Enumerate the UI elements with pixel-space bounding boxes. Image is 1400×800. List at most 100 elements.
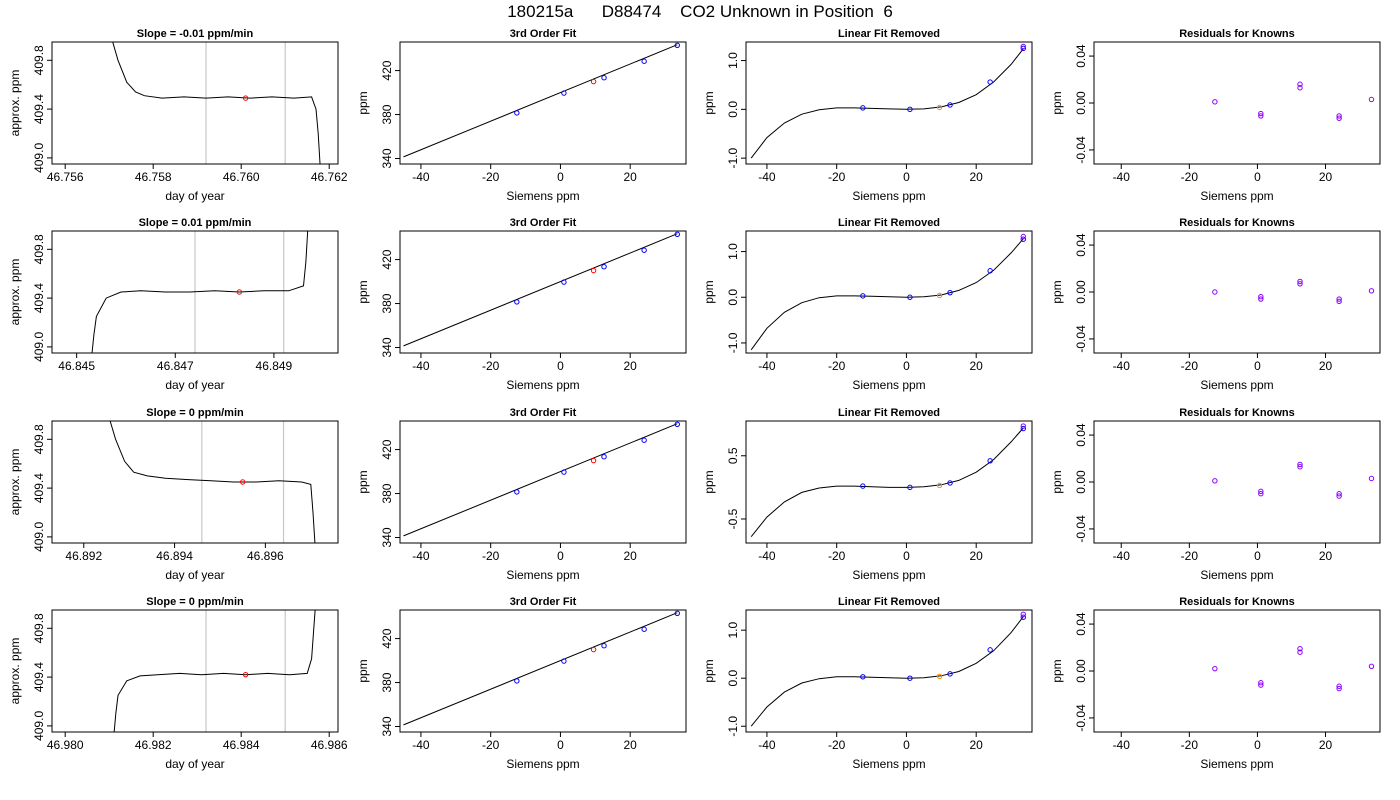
- residual-point: [1368, 96, 1375, 103]
- plot-area: [109, 421, 316, 543]
- x-tick-label: -20: [482, 170, 500, 184]
- plot-area: [750, 423, 1026, 538]
- plot-area: [1212, 461, 1375, 499]
- y-tick-label: 409.0: [32, 522, 46, 552]
- y-tick-label: 409.0: [32, 332, 46, 362]
- y-axis-label: ppm: [356, 91, 370, 114]
- plot-frame: [1093, 230, 1381, 354]
- y-tick-label: 409.8: [32, 424, 46, 454]
- panel-1-0: Slope = 0.01 ppm/min 46.845 46.847 46.849 40…: [8, 217, 339, 392]
- plot-area: [750, 611, 1026, 727]
- x-tick-label: 46.849: [256, 359, 293, 373]
- y-tick-label: 409.4: [32, 283, 46, 313]
- panel-3-1: 3rd Order Fit -40 -20 0 20 340 380 420 Siemens p…: [356, 596, 687, 771]
- panel-0-0: Slope = -0.01 ppm/min 46.756 46.758 46.760 4…: [8, 28, 348, 203]
- y-tick-label: -0.04: [1074, 136, 1088, 164]
- plot-area: [403, 42, 680, 158]
- plot-area: [403, 231, 680, 347]
- y-axis-label: ppm: [356, 659, 370, 682]
- x-tick-label: 20: [1319, 738, 1333, 752]
- x-tick-label: 0: [903, 359, 910, 373]
- x-tick-label: -40: [412, 359, 430, 373]
- x-tick-label: 46.760: [223, 170, 260, 184]
- y-tick-label: 380: [380, 293, 394, 313]
- x-tick-label: 46.980: [47, 738, 84, 752]
- data-point: [674, 42, 680, 48]
- data-point: [987, 647, 993, 653]
- plot-area: [750, 43, 1026, 159]
- x-tick-label: 0: [903, 549, 910, 563]
- y-tick-label: 340: [380, 148, 394, 168]
- data-point: [590, 457, 597, 464]
- residual-point: [1258, 296, 1264, 302]
- data-point: [1020, 233, 1026, 240]
- residual-point: [1297, 85, 1303, 91]
- residual-point: [1336, 296, 1342, 302]
- fit-curve: [403, 612, 678, 726]
- residual-point: [1336, 115, 1342, 121]
- x-tick-label: -20: [1181, 359, 1199, 373]
- data-point: [514, 678, 520, 684]
- y-tick-label: 380: [380, 104, 394, 124]
- x-tick-label: 20: [970, 170, 984, 184]
- y-tick-label: 0.5: [726, 447, 740, 464]
- data-point: [590, 78, 597, 85]
- y-tick-label: 340: [380, 716, 394, 736]
- data-point: [987, 79, 993, 85]
- y-tick-label: 409.0: [32, 711, 46, 741]
- fit-curve: [750, 238, 1024, 351]
- x-axis-label: day of year: [165, 189, 224, 203]
- plot-area: [403, 421, 680, 537]
- residual-point: [1297, 81, 1303, 87]
- x-tick-label: 20: [1319, 170, 1333, 184]
- x-axis-label: Siemens ppm: [1200, 189, 1273, 203]
- y-tick-label: 409.4: [32, 94, 46, 124]
- x-tick-label: -20: [482, 549, 500, 563]
- data-point: [936, 482, 943, 489]
- x-tick-label: -40: [1113, 549, 1131, 563]
- residual-point: [1297, 278, 1303, 285]
- x-axis-label: Siemens ppm: [506, 378, 579, 392]
- panel-title: Slope = 0 ppm/min: [146, 407, 244, 419]
- residual-point: [1368, 475, 1375, 482]
- data-point: [590, 267, 597, 274]
- trace-line: [112, 42, 321, 164]
- x-axis-label: Siemens ppm: [852, 757, 925, 771]
- x-tick-label: 0: [557, 359, 564, 373]
- y-tick-label: 1.0: [726, 243, 740, 260]
- panel-title: Residuals for Knowns: [1179, 217, 1295, 229]
- residual-point: [1297, 461, 1303, 468]
- panel-3-0: Slope = 0 ppm/min 46.980 46.982 46.984 46.98…: [8, 596, 348, 771]
- data-point: [860, 674, 866, 680]
- x-axis-label: Siemens ppm: [506, 757, 579, 771]
- y-axis-label: ppm: [702, 470, 716, 493]
- y-tick-label: 0.0: [726, 670, 740, 687]
- x-axis-label: Siemens ppm: [1200, 568, 1273, 582]
- y-tick-label: -0.04: [1074, 325, 1088, 353]
- data-point: [1020, 43, 1026, 50]
- residual-point: [1336, 685, 1342, 692]
- residual-point: [1258, 293, 1264, 300]
- y-tick-label: 0.04: [1074, 612, 1088, 636]
- x-tick-label: -40: [412, 549, 430, 563]
- panel-title: Slope = 0 ppm/min: [146, 596, 244, 608]
- data-point: [947, 671, 953, 677]
- fit-curve: [403, 44, 678, 158]
- trace-line: [113, 610, 316, 732]
- x-tick-label: -40: [1113, 738, 1131, 752]
- panel-title: Linear Fit Removed: [838, 217, 940, 229]
- y-tick-label: -1.0: [726, 716, 740, 737]
- data-point: [936, 673, 943, 679]
- panel-title: 3rd Order Fit: [510, 28, 577, 40]
- plot-area: [91, 231, 309, 353]
- y-axis-label: ppm: [1050, 91, 1064, 114]
- data-point: [514, 489, 520, 495]
- y-axis-label: ppm: [702, 91, 716, 114]
- panel-title: Linear Fit Removed: [838, 596, 940, 608]
- data-point: [674, 231, 680, 237]
- fit-curve: [403, 233, 678, 347]
- plot-frame: [51, 41, 339, 165]
- x-tick-label: 0: [903, 170, 910, 184]
- data-point: [1020, 45, 1026, 52]
- residual-point: [1368, 663, 1375, 670]
